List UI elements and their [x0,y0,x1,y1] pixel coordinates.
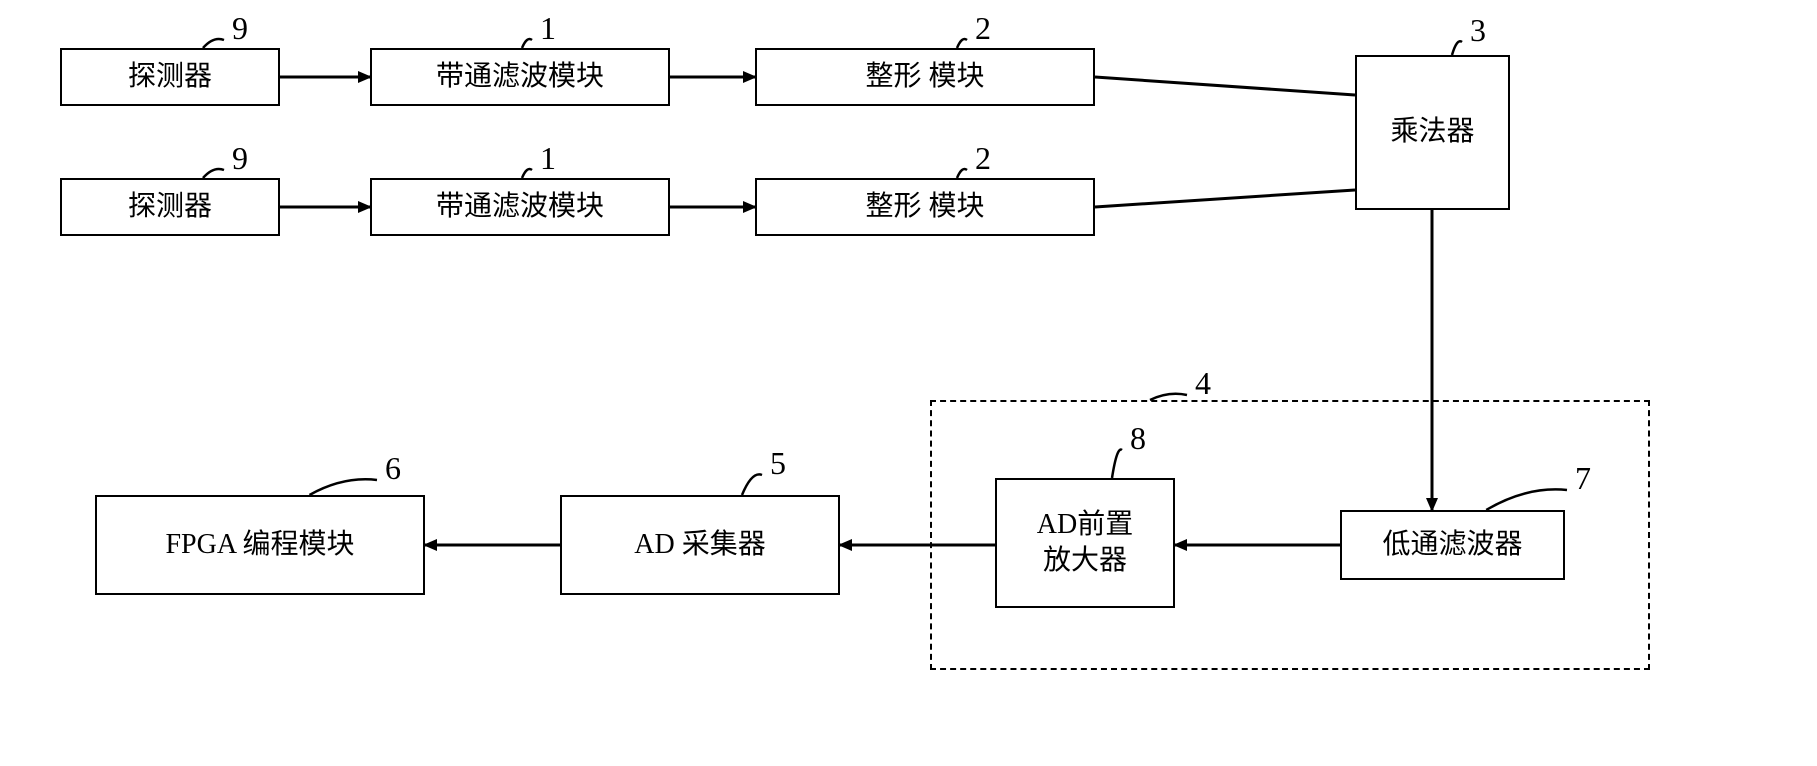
node-shape1: 整形 模块 [755,48,1095,106]
callout-arc-shape2 [957,169,967,178]
callout-num-fpga: 6 [385,450,401,487]
node-label-det2: 探测器 [128,189,212,225]
callout-num-bpf1: 1 [540,10,556,47]
callout-arc-bpf1 [522,39,532,48]
callout-arc-det2 [203,169,224,178]
callout-num-bpf2: 1 [540,140,556,177]
node-label-shape1: 整形 模块 [865,59,984,95]
node-bpf2: 带通滤波模块 [370,178,670,236]
node-label-bpf2: 带通滤波模块 [436,189,604,225]
edge-shape2_r-mult_bl [1095,190,1355,207]
node-label-adc: AD 采集器 [634,527,765,563]
callout-arc-shape1 [957,39,967,48]
callout-num-group: 4 [1195,365,1211,402]
callout-num-shape1: 2 [975,10,991,47]
callout-arc-det1 [203,39,224,48]
node-det1: 探测器 [60,48,280,106]
edge-shape1_r-mult_tl [1095,77,1355,95]
node-shape2: 整形 模块 [755,178,1095,236]
callout-arc-adc [742,474,762,495]
node-label-mult: 乘法器 [1390,114,1474,150]
callout-arc-mult [1452,41,1462,55]
node-mult: 乘法器 [1355,55,1510,210]
node-label-det1: 探测器 [128,59,212,95]
callout-arc-fpga [310,479,378,495]
node-bpf1: 带通滤波模块 [370,48,670,106]
node-label-fpga: FPGA 编程模块 [165,527,354,563]
node-adc: AD 采集器 [560,495,840,595]
node-label-bpf1: 带通滤波模块 [436,59,604,95]
callout-num-mult: 3 [1470,12,1486,49]
node-fpga: FPGA 编程模块 [95,495,425,595]
callout-num-shape2: 2 [975,140,991,177]
node-label-shape2: 整形 模块 [865,189,984,225]
node-det2: 探测器 [60,178,280,236]
callout-num-det1: 9 [232,10,248,47]
callout-arc-bpf2 [522,169,532,178]
callout-num-det2: 9 [232,140,248,177]
dashed-box [930,400,1650,670]
callout-num-adc: 5 [770,445,786,482]
